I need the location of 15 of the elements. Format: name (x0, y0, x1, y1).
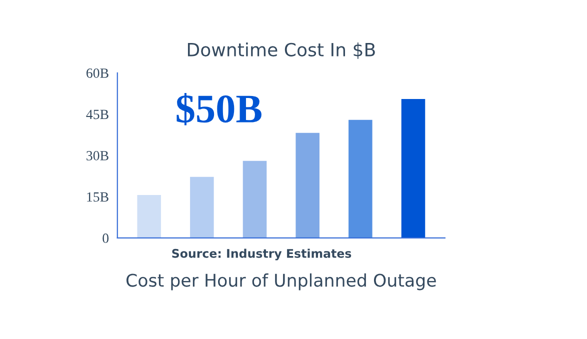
annotation: $50B (176, 93, 262, 126)
y-tick-label: 0 (102, 234, 109, 243)
y-tick-label: 45B (86, 110, 108, 120)
bar (190, 176, 214, 238)
source-note: Source: Industry Estimates (172, 248, 352, 260)
bar (242, 160, 267, 238)
bar (137, 195, 161, 238)
chart-title: Downtime Cost In $B (188, 42, 375, 59)
bar (296, 132, 320, 238)
y-tick-label: 60B (86, 68, 108, 78)
bar (401, 99, 426, 238)
y-tick-label: 30B (86, 151, 108, 160)
bar (348, 120, 372, 238)
y-tick-label: 15B (87, 192, 108, 202)
x-axis-title: Cost per Hour of Unplanned Outage (126, 273, 436, 290)
